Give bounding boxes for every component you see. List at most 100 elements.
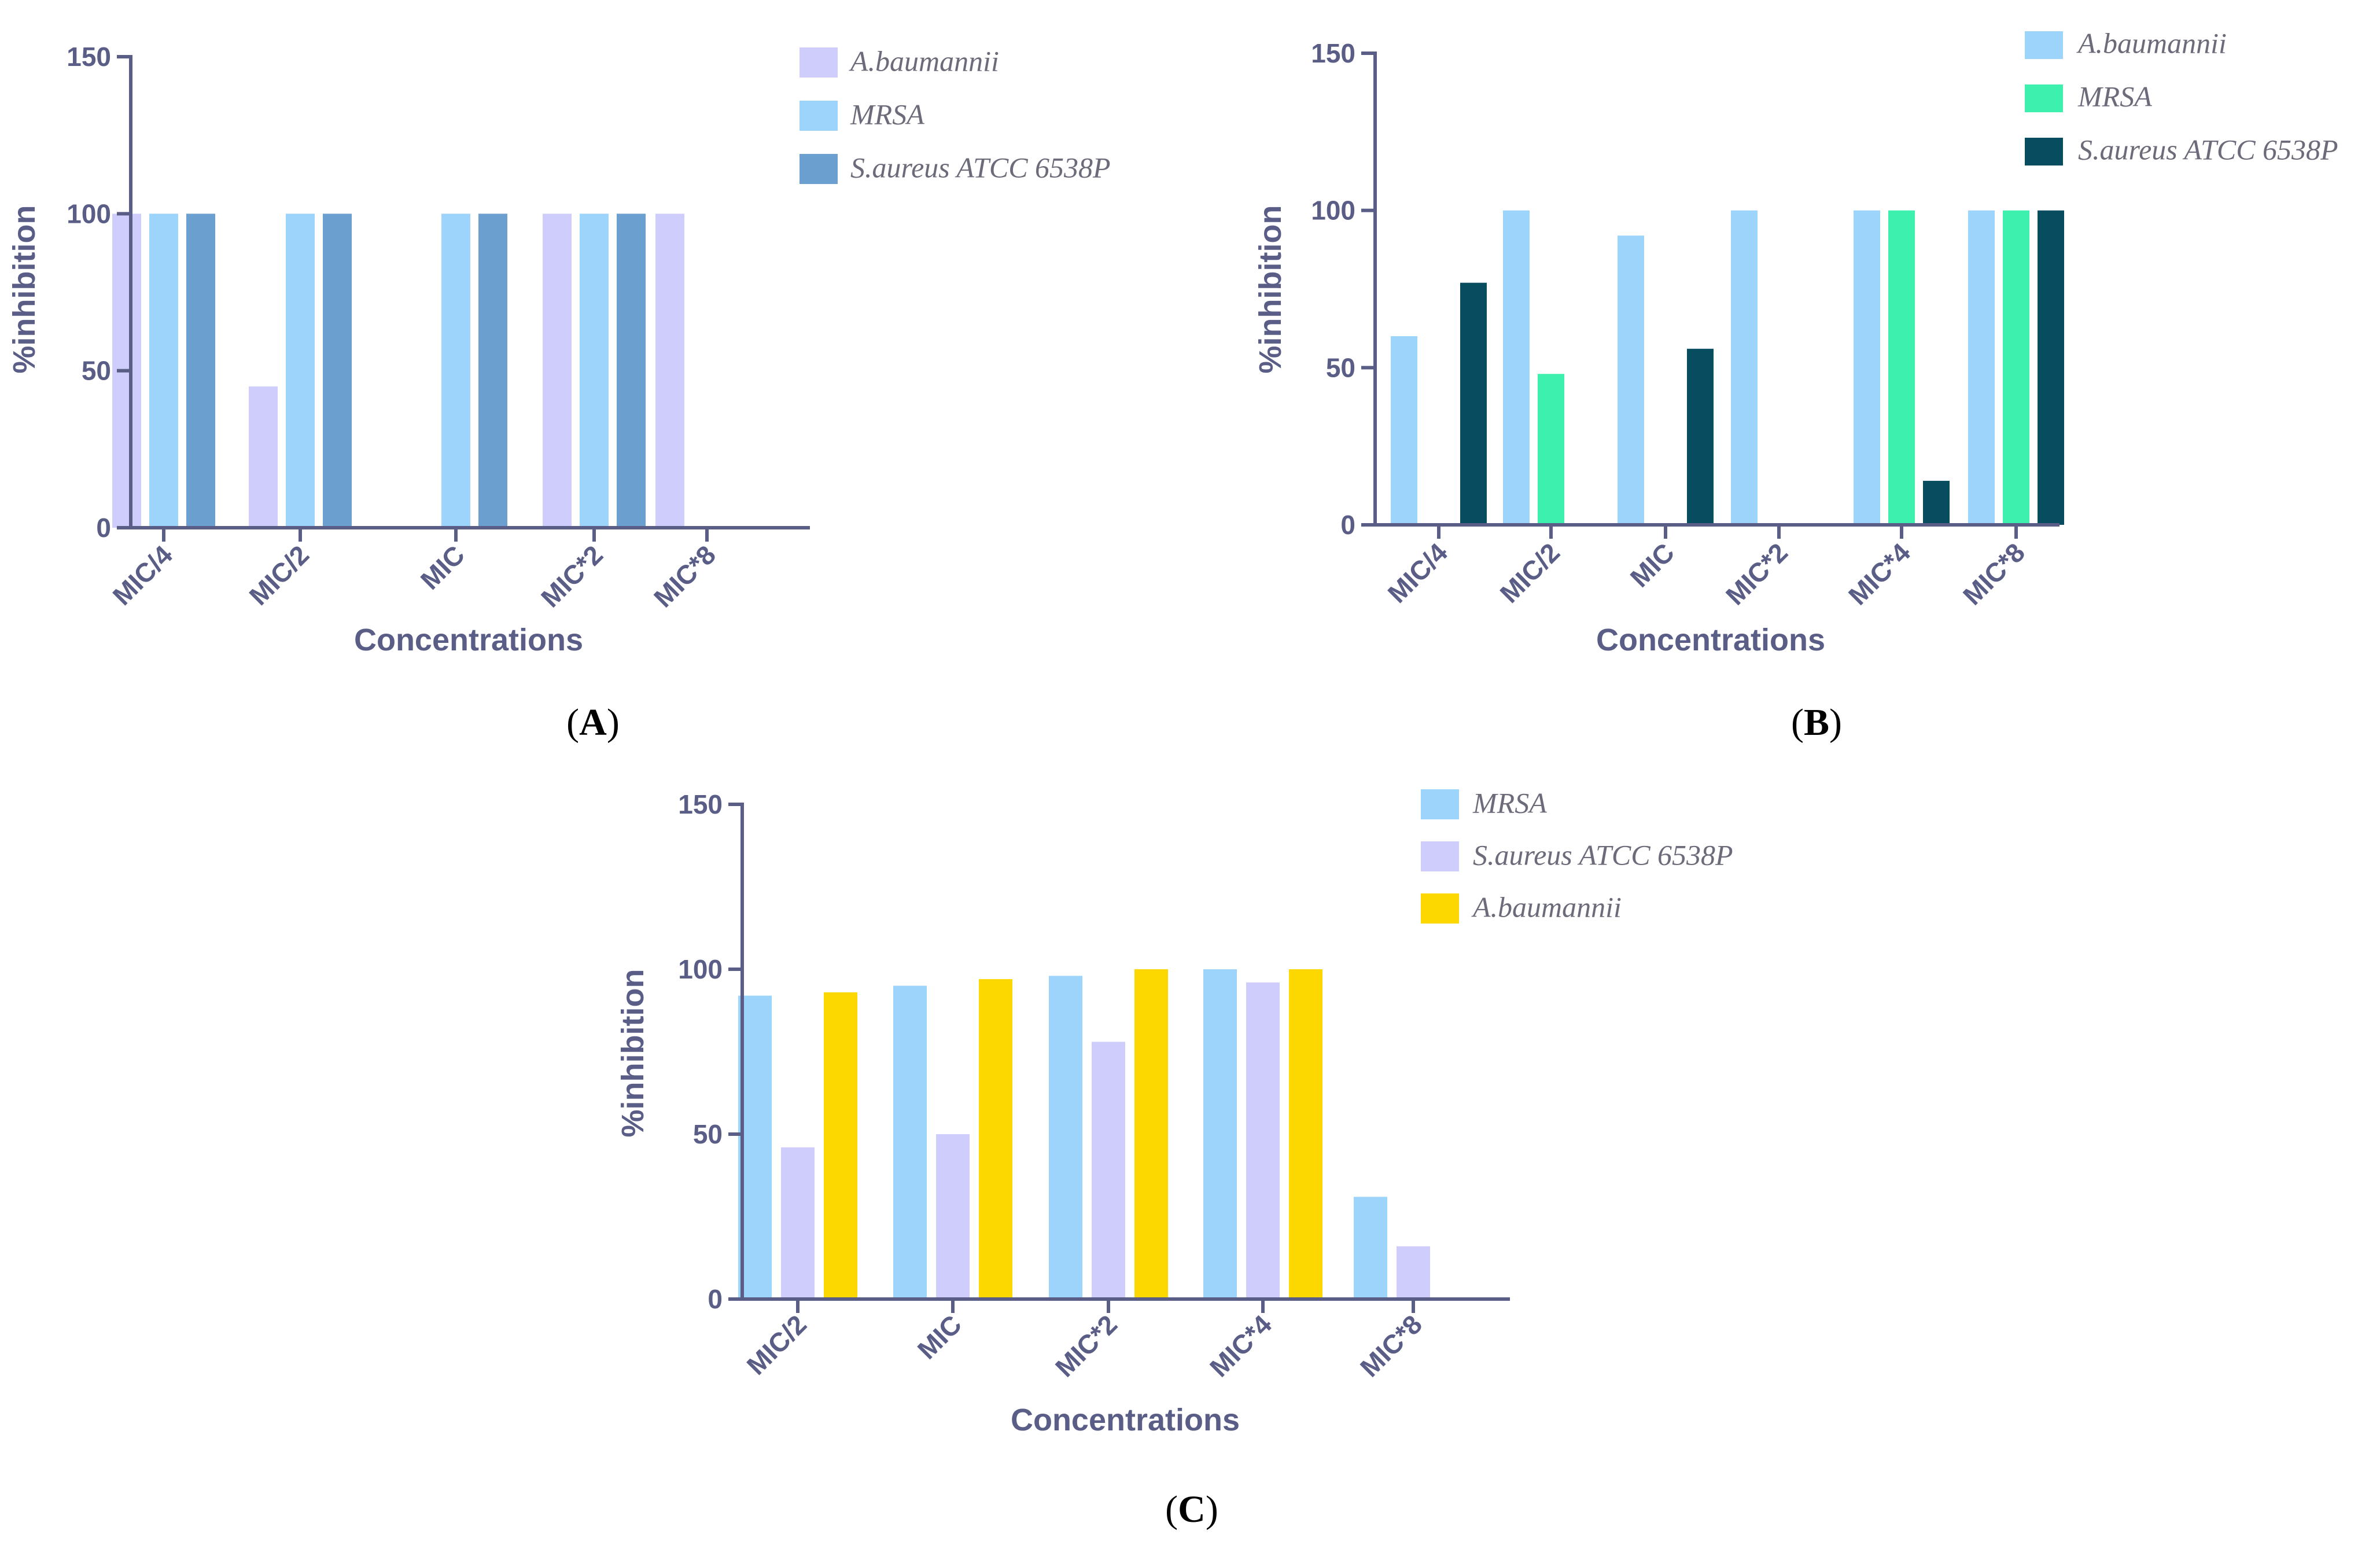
panel-c-x-tick-label-mic-4: MIC*4 bbox=[1204, 1309, 1277, 1382]
panel-a-x-axis-title: Concentrations bbox=[354, 623, 583, 657]
panel-b-legend: A.baumannii MRSA S.aureus ATCC 6538P bbox=[2025, 27, 2338, 165]
panel-a-legend: A.baumannii MRSA S.aureus ATCC 6538P bbox=[800, 45, 1111, 184]
panel-c-chart: 0 50 100 150 MIC/2 MIC MIC*2 MIC*4 MIC*8 %inhibit… bbox=[616, 787, 1733, 1437]
panel-b-bar-mic-2-mrsa bbox=[1538, 374, 1564, 525]
panel-b-caption-open: ( bbox=[1791, 701, 1804, 744]
panel-b-legend-swatch-a-baumannii bbox=[2025, 31, 2063, 59]
panel-b-bar-mic-8-s-aureus-atcc-6538p bbox=[2038, 210, 2064, 525]
panel-a-legend-label-mrsa: MRSA bbox=[850, 98, 924, 131]
panel-c-x-axis-title: Concentrations bbox=[1011, 1403, 1240, 1437]
panel-c-bar-mic-4-s-aureus-atcc-6538p bbox=[1246, 982, 1280, 1299]
panel-c-caption: (C) bbox=[1165, 1488, 1218, 1531]
panel-a-bar-mic-2-a-baumannii bbox=[543, 214, 572, 528]
panel-c-legend-label-mrsa: MRSA bbox=[1472, 787, 1547, 819]
panel-a-bar-mic-2-a-baumannii bbox=[249, 386, 278, 528]
panel-a-x-tick-label-mic-8: MIC*8 bbox=[648, 539, 721, 613]
panel-c-y-tick-label-100: 100 bbox=[678, 954, 723, 984]
panel-b-x-tick-label-mic-8: MIC*8 bbox=[1957, 537, 2031, 610]
panel-a-x-tick-label-mic-4: MIC/4 bbox=[107, 539, 179, 611]
panel-b-legend-label-s-aureus-atcc-6538p: S.aureus ATCC 6538P bbox=[2078, 133, 2338, 165]
panel-c-bar-mic-2-a-baumannii bbox=[824, 992, 857, 1299]
panel-a-caption-close: ) bbox=[607, 701, 620, 744]
panel-c-legend-label-s-aureus-atcc-6538p: S.aureus ATCC 6538P bbox=[1473, 839, 1733, 871]
panel-b-bar-mic-a-baumannii bbox=[1618, 236, 1644, 525]
panel-b-caption: (B) bbox=[1791, 701, 1842, 744]
panel-c-x-tick-label-mic-2: MIC/2 bbox=[741, 1309, 813, 1381]
panel-c-caption-letter: C bbox=[1178, 1488, 1206, 1531]
panel-b-bar-mic-s-aureus-atcc-6538p bbox=[1687, 348, 1714, 525]
panel-b-x-tick-label-mic-2: MIC/2 bbox=[1494, 537, 1566, 609]
panel-c-bar-mic-mrsa bbox=[893, 985, 927, 1299]
panel-c-legend-swatch-a-baumannii bbox=[1421, 893, 1459, 924]
panel-c-bar-mic-8-s-aureus-atcc-6538p bbox=[1397, 1246, 1430, 1299]
panel-b-bar-mic-8-mrsa bbox=[2003, 210, 2029, 525]
panel-b-chart: 0 50 100 150 MIC/4 MIC/2 MIC MIC*2 MIC*4 MIC*8 %in… bbox=[1253, 27, 2338, 657]
panel-a-bar-mic-8-a-baumannii bbox=[655, 214, 684, 528]
panel-c-bar-mic-2-s-aureus-atcc-6538p bbox=[1092, 1042, 1125, 1299]
panel-a-bar-mic-2-s-aureus-atcc-6538p bbox=[617, 214, 646, 528]
panel-b-bar-mic-8-a-baumannii bbox=[1968, 210, 1995, 525]
panel-b-bar-mic-2-a-baumannii bbox=[1731, 210, 1758, 525]
panel-b-y-tick-label-100: 100 bbox=[1311, 196, 1355, 226]
panel-c-x-tick-label-mic-8: MIC*8 bbox=[1354, 1309, 1428, 1382]
panel-a-x-tick-label-mic: MIC bbox=[415, 539, 470, 595]
panel-b-bar-mic-4-s-aureus-atcc-6538p bbox=[1923, 480, 1950, 525]
panel-c-bar-mic-8-mrsa bbox=[1354, 1197, 1387, 1299]
panel-b-bar-mic-4-mrsa bbox=[1888, 210, 1915, 525]
panel-c-y-tick-label-150: 150 bbox=[678, 789, 723, 819]
panel-a-bar-mic-s-aureus-atcc-6538p bbox=[478, 214, 507, 528]
panel-c-y-tick-label-50: 50 bbox=[693, 1119, 723, 1149]
panel-c-bar-mic-s-aureus-atcc-6538p bbox=[936, 1134, 970, 1299]
panel-a-bar-mic-4-s-aureus-atcc-6538p bbox=[186, 214, 215, 528]
panel-c-caption-open: ( bbox=[1165, 1488, 1178, 1531]
panel-c-caption-close: ) bbox=[1206, 1488, 1218, 1531]
panel-c-x-tick-label-mic: MIC bbox=[912, 1309, 967, 1364]
panel-a-legend-label-s-aureus-atcc-6538p: S.aureus ATCC 6538P bbox=[850, 152, 1111, 184]
panel-a-caption-open: ( bbox=[566, 701, 579, 744]
panel-c-y-tick-label-0: 0 bbox=[708, 1284, 723, 1314]
panel-a-bar-mic-2-mrsa bbox=[286, 214, 315, 528]
panel-c-legend-swatch-mrsa bbox=[1421, 789, 1459, 819]
panel-b-x-axis-title: Concentrations bbox=[1596, 623, 1825, 657]
panel-a-y-axis-title: %inhibition bbox=[7, 205, 42, 374]
panel-c-legend-label-a-baumannii: A.baumannii bbox=[1471, 891, 1622, 924]
panel-c-bar-mic-a-baumannii bbox=[979, 979, 1012, 1299]
panel-b-legend-label-mrsa: MRSA bbox=[2077, 80, 2152, 112]
panel-a-legend-swatch-s-aureus-atcc-6538p bbox=[800, 154, 838, 184]
panel-b-bar-mic-4-a-baumannii bbox=[1391, 336, 1417, 525]
panel-c-bar-mic-2-mrsa bbox=[1049, 976, 1082, 1299]
panel-b-y-tick-label-50: 50 bbox=[1326, 352, 1355, 382]
panel-a-bar-mic-2-mrsa bbox=[580, 214, 609, 528]
panel-a-legend-label-a-baumannii: A.baumannii bbox=[849, 45, 999, 78]
panel-a-y-tick-label-150: 150 bbox=[67, 42, 111, 72]
panel-b-y-tick-label-0: 0 bbox=[1340, 510, 1355, 540]
panel-a-y-tick-label-100: 100 bbox=[67, 198, 111, 229]
panel-c-x-tick-label-mic-2: MIC*2 bbox=[1049, 1309, 1123, 1382]
panel-a-bar-mic-mrsa bbox=[441, 214, 470, 528]
panel-b-legend-swatch-s-aureus-atcc-6538p bbox=[2025, 138, 2063, 165]
panel-a-y-tick-label-0: 0 bbox=[96, 513, 111, 543]
panel-b-caption-close: ) bbox=[1829, 701, 1842, 744]
panel-b-bar-mic-2-a-baumannii bbox=[1503, 210, 1530, 525]
panel-a-x-tick-label-mic-2: MIC/2 bbox=[244, 539, 315, 611]
panel-b-bar-mic-4-s-aureus-atcc-6538p bbox=[1460, 282, 1487, 525]
panel-c-bar-mic-4-a-baumannii bbox=[1289, 969, 1322, 1299]
panel-b-x-tick-label-mic-4: MIC/4 bbox=[1382, 537, 1454, 609]
panel-a-x-tick-label-mic-2: MIC*2 bbox=[535, 539, 609, 613]
panel-b-legend-label-a-baumannii: A.baumannii bbox=[2076, 27, 2227, 59]
panel-a-y-tick-label-50: 50 bbox=[82, 356, 111, 386]
panel-c-legend-swatch-s-aureus-atcc-6538p bbox=[1421, 841, 1459, 871]
panel-b-x-tick-label-mic-4: MIC*4 bbox=[1843, 537, 1916, 610]
panel-a-chart: 0 50 100 150 MIC/4 MIC/2 MIC MIC*2 MIC*8 %inhibit… bbox=[7, 42, 1111, 657]
panel-c-legend: MRSA S.aureus ATCC 6538P A.baumannii bbox=[1421, 787, 1733, 924]
panel-c-bar-mic-2-s-aureus-atcc-6538p bbox=[781, 1147, 815, 1299]
panel-a-legend-swatch-a-baumannii bbox=[800, 47, 838, 78]
panel-a-bar-mic-2-s-aureus-atcc-6538p bbox=[323, 214, 352, 528]
panel-b-y-tick-label-150: 150 bbox=[1311, 38, 1355, 68]
panel-c-bar-mic-2-a-baumannii bbox=[1134, 969, 1168, 1299]
panel-b-x-tick-label-mic-2: MIC*2 bbox=[1720, 537, 1793, 610]
panel-c-bar-mic-4-mrsa bbox=[1203, 969, 1237, 1299]
panel-b-x-tick-label-mic: MIC bbox=[1624, 537, 1680, 593]
panel-a-bar-mic-4-mrsa bbox=[149, 214, 178, 528]
